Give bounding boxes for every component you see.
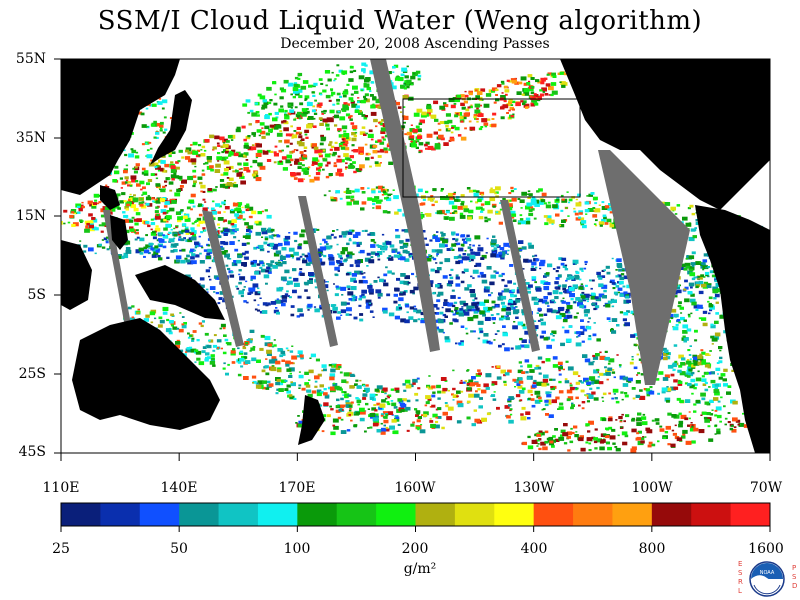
map-subtitle: December 20, 2008 Ascending Passes [280, 36, 550, 52]
colorbar-swatch [218, 503, 259, 526]
land-new-zealand [298, 395, 325, 445]
logo-psd-text: PSD [792, 564, 798, 590]
colorbar-swatch [376, 503, 416, 526]
data-gap-swath [202, 210, 244, 347]
lon-label: 170E [278, 480, 316, 496]
noaa-logo: NOAA ESRL PSD [734, 558, 800, 600]
colorbar-swatch [100, 503, 141, 526]
colorbar-swatch [336, 503, 377, 526]
colorbar-swatch [454, 503, 495, 526]
colorbar-swatch [179, 503, 220, 526]
colorbar [60, 502, 771, 532]
data-gap-swath [298, 196, 338, 347]
land-australia [72, 318, 220, 430]
colorbar-tick-label: 100 [283, 541, 311, 557]
data-gaps [103, 59, 690, 385]
lat-label: 5S [27, 287, 47, 303]
colorbar-swatch [257, 503, 298, 526]
colorbar-tick-label: 25 [52, 541, 70, 557]
colorbar-swatch [691, 503, 732, 526]
colorbar-tick-label: 50 [170, 541, 188, 557]
colorbar-swatch [415, 503, 456, 526]
land-north-america [560, 59, 770, 210]
lat-label: 15N [15, 208, 46, 224]
land [61, 59, 770, 453]
noaa-emblem-icon: NOAA [749, 561, 785, 597]
lon-label: 70W [749, 480, 783, 496]
colorbar-swatch [61, 503, 101, 526]
data-gap-swath [598, 150, 690, 385]
land-new-guinea [135, 265, 225, 320]
logo-esrl-text: ESRL [738, 560, 743, 595]
lon-label: 130W [513, 480, 555, 496]
colorbar-tick-label: 200 [401, 541, 429, 557]
data-gap-swath [370, 59, 440, 352]
colorbar-tick-label: 1600 [748, 541, 784, 557]
colorbar-swatch [297, 503, 338, 526]
land-south-america [695, 205, 770, 453]
lat-label: 25S [18, 366, 46, 382]
region-box [402, 98, 581, 198]
lat-label: 55N [15, 51, 46, 67]
lon-label: 110E [42, 480, 80, 496]
axis-ticks [54, 58, 771, 461]
noaa-logo-text: NOAA [760, 570, 775, 576]
data-gap-swath [103, 210, 132, 332]
land-borneo [61, 240, 92, 310]
data-gap-swath [500, 200, 540, 352]
colorbar-swatch [651, 503, 692, 526]
colorbar-swatch [730, 503, 771, 526]
colorbar-swatch [573, 503, 613, 526]
colorbar-tick-label: 800 [638, 541, 666, 557]
lat-label: 45S [18, 444, 46, 460]
map-title: SSM/I Cloud Liquid Water (Weng algorithm… [97, 6, 703, 36]
land-japan [150, 90, 192, 165]
colorbar-swatch [612, 503, 653, 526]
lon-label: 160W [394, 480, 436, 496]
colorbar-swatch [139, 503, 180, 526]
colorbar-unit: g/m² [403, 561, 437, 577]
lat-label: 35N [15, 130, 46, 146]
colorbar-tick-label: 400 [520, 541, 548, 557]
lon-label: 100W [631, 480, 673, 496]
lon-label: 140E [160, 480, 198, 496]
colorbar-swatch [533, 503, 574, 526]
land-philippines [110, 215, 128, 250]
colorbar-swatch [494, 503, 535, 526]
land-asia [61, 59, 180, 195]
land-taiwan [100, 185, 120, 210]
